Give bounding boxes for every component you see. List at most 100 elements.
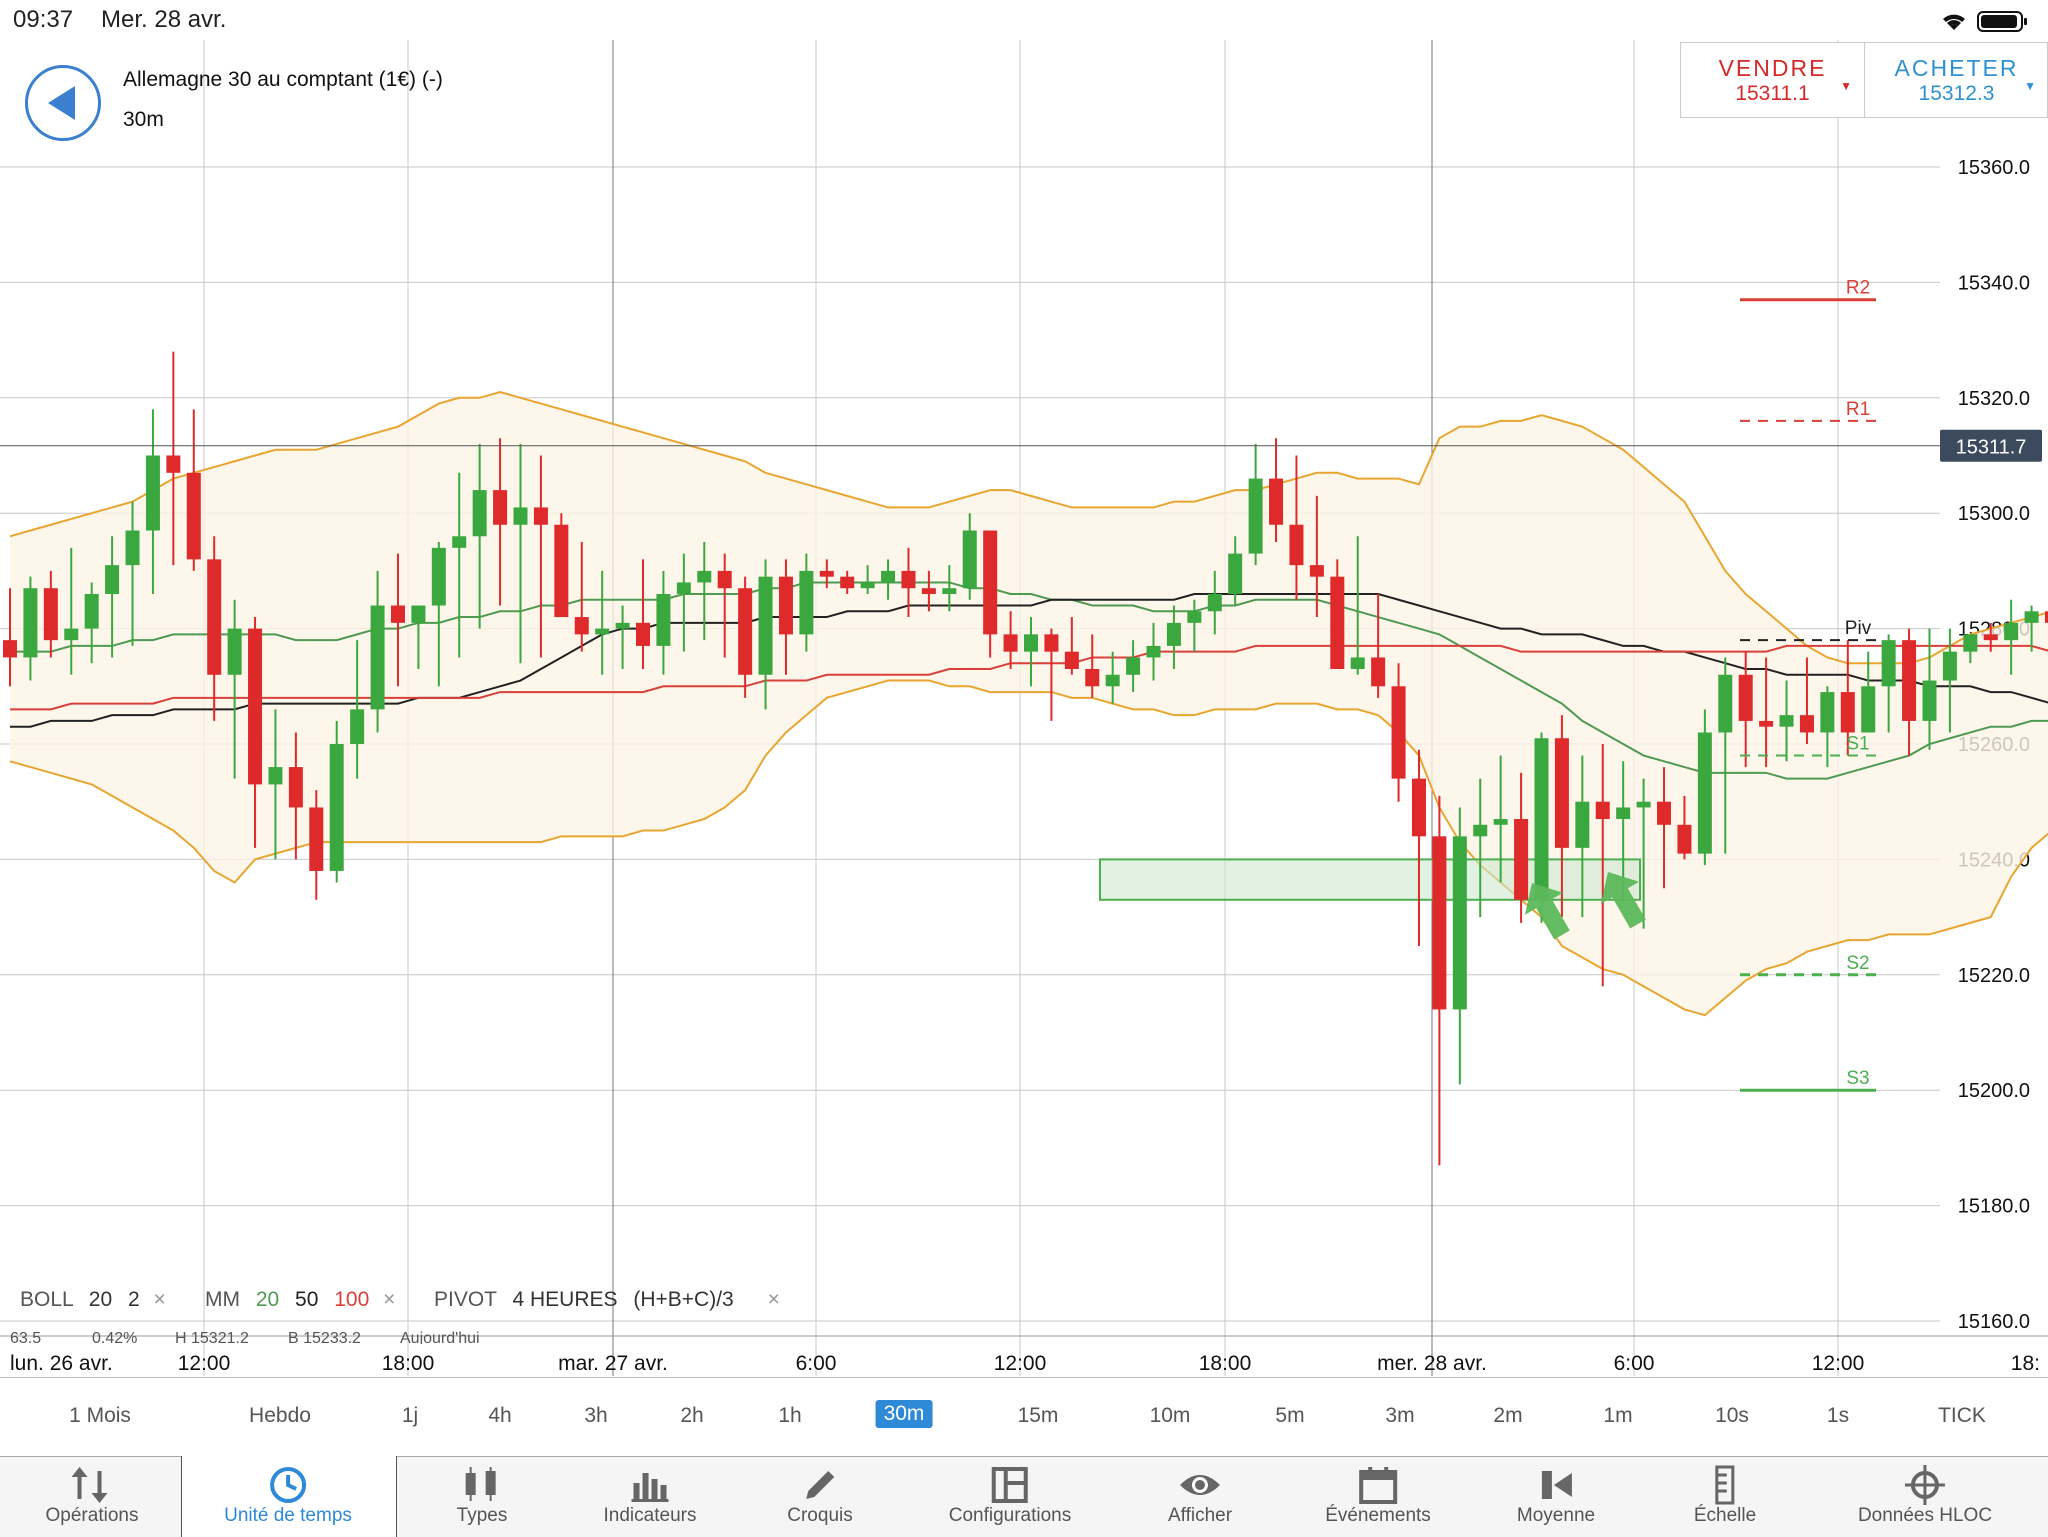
candle-body [268, 767, 283, 785]
timeframe-3h[interactable]: 3h [584, 1404, 608, 1427]
candle-body [329, 744, 344, 871]
remove-mm-icon[interactable]: × [383, 1288, 396, 1311]
timeframe-30m[interactable]: 30m [875, 1400, 933, 1428]
timeframe-10m[interactable]: 10m [1149, 1404, 1191, 1427]
timeframe-5m[interactable]: 5m [1275, 1404, 1305, 1427]
candle-body [901, 570, 916, 589]
candle-body [1677, 824, 1692, 854]
timeframe-10s[interactable]: 10s [1715, 1404, 1749, 1427]
candle-body [636, 622, 651, 646]
timeframe-tick[interactable]: TICK [1938, 1404, 1986, 1427]
timeframe-1j[interactable]: 1j [401, 1404, 419, 1427]
candle [717, 553, 732, 658]
candle-body [411, 605, 426, 623]
legend-mm[interactable]: MM 20 50 100 × [205, 1288, 395, 1312]
candle [758, 559, 773, 710]
candle-body [1166, 622, 1181, 646]
toolbar-label: Indicateurs [603, 1505, 697, 1526]
candle [125, 501, 140, 646]
price-chart[interactable]: 15360.015340.015320.015300.015280.015260… [0, 40, 2048, 1376]
buy-price: 15312.3 [1918, 82, 1995, 105]
toolbar-layout-button[interactable]: Configurations [949, 1457, 1071, 1537]
candle [309, 790, 324, 900]
x-tick-label: 12:00 [1812, 1352, 1865, 1375]
candle [1269, 438, 1284, 543]
x-tick-label: 6:00 [796, 1352, 837, 1375]
legend-boll[interactable]: BOLL 20 2 × [20, 1288, 166, 1312]
timeframe-2h[interactable]: 2h [680, 1404, 704, 1427]
y-tick-label: 15320.0 [1958, 388, 2030, 410]
candle [1881, 634, 1896, 733]
candle-body [697, 570, 712, 583]
x-tick-label: lun. 26 avr. [10, 1352, 113, 1375]
status-icons [1940, 8, 2030, 39]
timeframe-2m[interactable]: 2m [1493, 1404, 1523, 1427]
toolbar-average-button[interactable]: Moyenne [1517, 1457, 1595, 1537]
candle [84, 582, 99, 664]
buy-dropdown-icon[interactable]: ▼ [2024, 79, 2036, 93]
timeframe-1-mois[interactable]: 1 Mois [69, 1404, 131, 1427]
candle-body [452, 536, 467, 548]
remove-boll-icon[interactable]: × [153, 1288, 166, 1311]
timeframe-4h[interactable]: 4h [488, 1404, 512, 1427]
toolbar-scale-button[interactable]: Échelle [1694, 1457, 1756, 1537]
candle [1554, 715, 1569, 918]
candle [554, 513, 569, 618]
candle-body [248, 628, 263, 785]
back-button[interactable] [25, 65, 101, 141]
candle-body [309, 807, 324, 871]
status-time: 09:37 [13, 6, 74, 33]
candle-body [738, 588, 753, 675]
candle [1942, 628, 1957, 733]
trade-panel: VENDRE 15311.1 ▼ ACHETER 15312.3 ▼ [1680, 42, 2048, 118]
candle-body [1493, 819, 1508, 825]
sell-button[interactable]: VENDRE 15311.1 ▼ [1681, 43, 1865, 117]
timeframe-1m[interactable]: 1m [1603, 1404, 1633, 1427]
candle-body [84, 593, 99, 629]
candle [1738, 651, 1753, 768]
candle [1922, 628, 1937, 750]
candle-body [145, 455, 160, 531]
toolbar-bar-chart-button[interactable]: Indicateurs [603, 1457, 697, 1537]
toolbar-clock-button[interactable]: Unité de temps [224, 1457, 352, 1537]
candle-body [1207, 593, 1222, 612]
candle-body [819, 570, 834, 577]
legend-pivot[interactable]: PIVOT 4 HEURES (H+B+C)/3 × [434, 1288, 780, 1312]
candle [1207, 570, 1222, 635]
candle [1391, 663, 1406, 802]
candle-body [1534, 738, 1549, 900]
y-tick-label: 15340.0 [1958, 272, 2030, 294]
toolbar-candlestick-button[interactable]: Types [457, 1457, 507, 1537]
candle [186, 409, 201, 571]
candle-body [860, 582, 875, 589]
mm-50: 50 [295, 1288, 319, 1311]
candle-body [390, 605, 405, 623]
candle-body [533, 507, 548, 525]
toolbar-pencil-button[interactable]: Croquis [787, 1457, 853, 1537]
buy-button[interactable]: ACHETER 15312.3 ▼ [1865, 43, 2048, 117]
toolbar-crosshair-button[interactable]: Données HLOC [1858, 1457, 1992, 1537]
timeframe-bar: 1 Mois Hebdo 1j 4h 3h 2h 1h 30m 15m 10m 5m 3m 2m 1m 10… [0, 1377, 2048, 1456]
candle [799, 553, 814, 652]
candle [1677, 795, 1692, 860]
candle [431, 542, 446, 687]
candle [1840, 640, 1855, 756]
candle-body [227, 628, 242, 675]
toolbar-up-down-arrows-button[interactable]: Opérations [46, 1457, 138, 1537]
timeframe-1h[interactable]: 1h [778, 1404, 802, 1427]
timeframe-1s[interactable]: 1s [1826, 1404, 1850, 1427]
legend-change: 63.5 [10, 1330, 42, 1344]
candle [2045, 611, 2048, 623]
toolbar-calendar-button[interactable]: Événements [1325, 1457, 1431, 1537]
candle [1861, 651, 1876, 733]
candle-body [1575, 801, 1590, 848]
remove-pivot-icon[interactable]: × [767, 1288, 780, 1311]
timeframe-hebdo[interactable]: Hebdo [249, 1404, 311, 1427]
candle-body [472, 490, 487, 537]
candle-body [1391, 686, 1406, 779]
toolbar-eye-button[interactable]: Afficher [1168, 1457, 1232, 1537]
timeframe-3m[interactable]: 3m [1385, 1404, 1415, 1427]
timeframe-15m[interactable]: 15m [1017, 1404, 1059, 1427]
sell-dropdown-icon[interactable]: ▼ [1840, 79, 1852, 93]
candle-body [105, 565, 120, 594]
